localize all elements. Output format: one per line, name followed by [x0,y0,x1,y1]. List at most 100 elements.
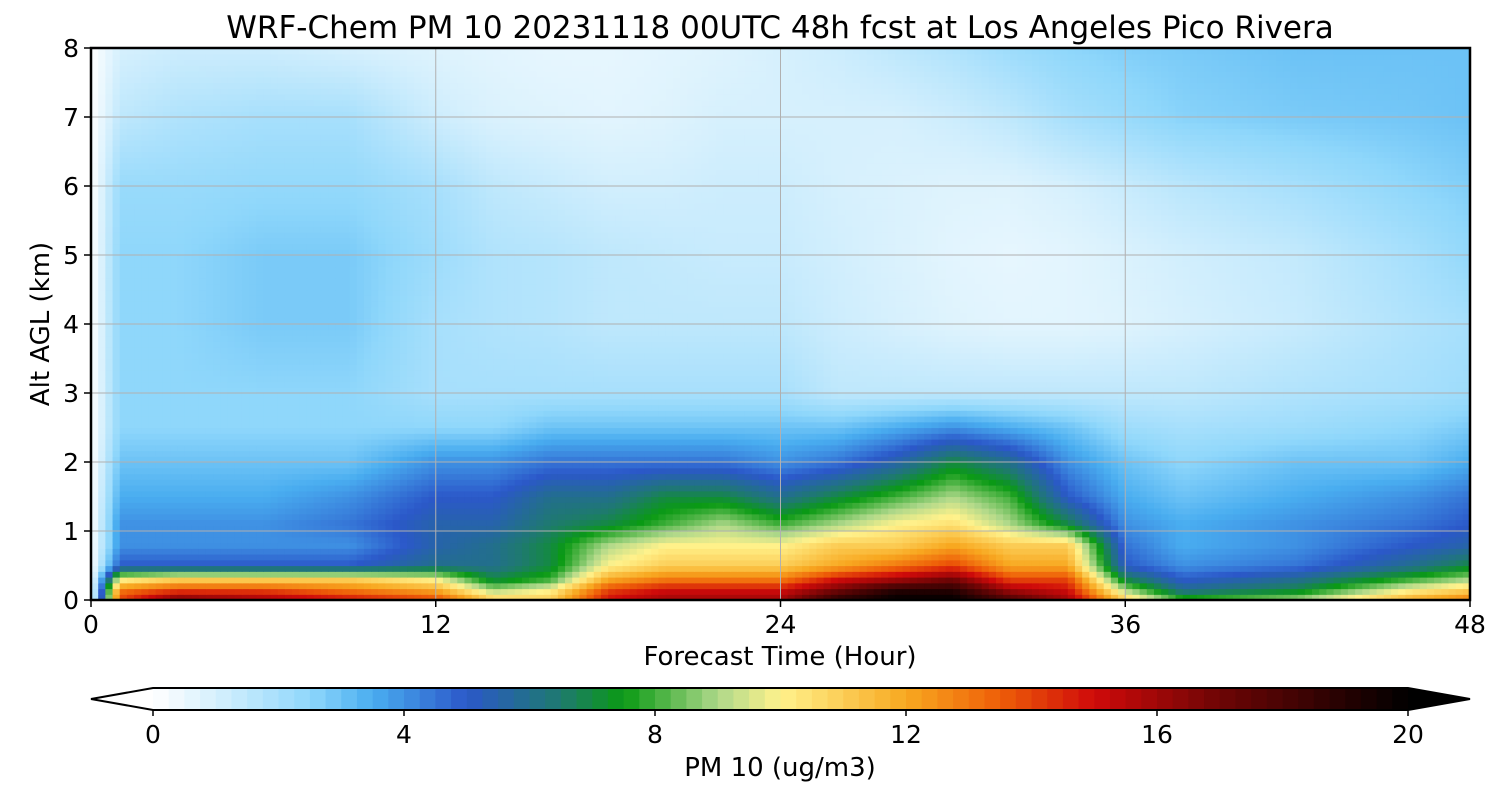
heatmap-cell [363,490,372,498]
heatmap-cell [701,519,710,526]
heatmap-cell [1010,496,1019,503]
heatmap-cell [1405,508,1414,515]
heatmap-cell [1247,571,1256,578]
heatmap-cell [263,531,272,538]
heatmap-cell [938,496,947,503]
heatmap-cell [1362,525,1371,532]
heatmap-cell [349,594,358,600]
heatmap-cell [945,473,954,480]
heatmap-cell [758,548,767,555]
heatmap-cell [356,577,365,584]
heatmap-cell [816,565,825,572]
heatmap-cell [744,479,753,486]
heatmap-cell [1132,462,1141,469]
heatmap-cell [1125,485,1134,492]
heatmap-cell [442,542,451,549]
heatmap-cell [1197,462,1205,469]
heatmap-cell [227,496,236,503]
heatmap-cell [1067,502,1076,509]
heatmap-cell [1017,554,1026,561]
heatmap-cell [536,519,545,526]
heatmap-cell [1304,513,1313,521]
heatmap-cell [227,582,236,590]
heatmap-cell [1082,519,1090,526]
heatmap-cell [924,479,932,486]
heatmap-cell [701,473,710,480]
heatmap-cell [1189,565,1198,572]
heatmap-cell [126,548,135,555]
heatmap-cell [378,479,387,486]
heatmap-cell [1182,582,1191,590]
heatmap-cell [91,502,99,509]
heatmap-cell [672,479,681,486]
heatmap-cell [299,554,308,561]
heatmap-cell [1240,496,1248,503]
heatmap-cell [873,456,882,463]
heatmap-cell [170,462,178,469]
heatmap-cell [1240,502,1248,509]
heatmap-cell [493,456,501,463]
heatmap-cell [1010,456,1019,463]
heatmap-cell [557,594,566,600]
heatmap-cell [1031,565,1040,572]
heatmap-cell [658,548,667,555]
heatmap-cell [421,531,430,538]
heatmap-cell [1283,582,1292,590]
heatmap-cell [622,462,631,469]
heatmap-cell [141,485,150,492]
heatmap-cell [1218,519,1227,526]
heatmap-cell [220,519,229,526]
heatmap-cell [1067,536,1076,544]
heatmap-cell [1168,588,1177,595]
heatmap-cell [1390,565,1399,572]
heatmap-cell [435,485,444,492]
heatmap-cell [241,536,250,544]
heatmap-cell [1003,508,1011,515]
heatmap-cell [931,473,940,480]
heatmap-cell [112,548,121,555]
heatmap-cell [931,502,940,509]
heatmap-cell [866,536,875,544]
heatmap-cell [105,525,114,532]
heatmap-cell [1268,548,1277,555]
pm10-heatmap [91,48,1470,600]
heatmap-cell [802,536,810,544]
heatmap-cell [378,525,387,532]
heatmap-cell [1232,577,1241,584]
heatmap-cell [1462,554,1470,561]
heatmap-cell [407,513,415,521]
heatmap-cell [263,571,272,578]
heatmap-cell [112,577,121,584]
heatmap-cell [1254,582,1263,590]
heatmap-cell [1225,559,1234,567]
heatmap-cell [435,479,444,486]
heatmap-cell [679,548,688,555]
heatmap-cell [191,559,200,567]
heatmap-cell [1175,531,1184,538]
heatmap-cell [450,513,458,521]
heatmap-cell [572,559,580,567]
heatmap-cell [1161,525,1169,532]
heatmap-cell [1347,490,1356,498]
heatmap-cell [787,456,796,463]
heatmap-cell [399,485,408,492]
heatmap-cell [1376,559,1385,567]
heatmap-cell [579,519,588,526]
heatmap-cell [809,554,818,561]
heatmap-cell [1390,490,1399,498]
heatmap-cell [672,542,681,549]
heatmap-cell [1376,577,1385,584]
heatmap-cell [1082,525,1090,532]
heatmap-cell [1010,508,1019,515]
heatmap-cell [1398,577,1406,584]
heatmap-cell [715,490,724,498]
heatmap-cell [586,485,595,492]
heatmap-cell [1290,594,1299,600]
heatmap-cell [644,536,652,544]
heatmap-cell [644,571,652,578]
heatmap-cell [780,536,789,544]
heatmap-cell [1225,577,1234,584]
heatmap-cell [478,496,487,503]
heatmap-cell [378,582,387,590]
heatmap-cell [1398,462,1406,469]
